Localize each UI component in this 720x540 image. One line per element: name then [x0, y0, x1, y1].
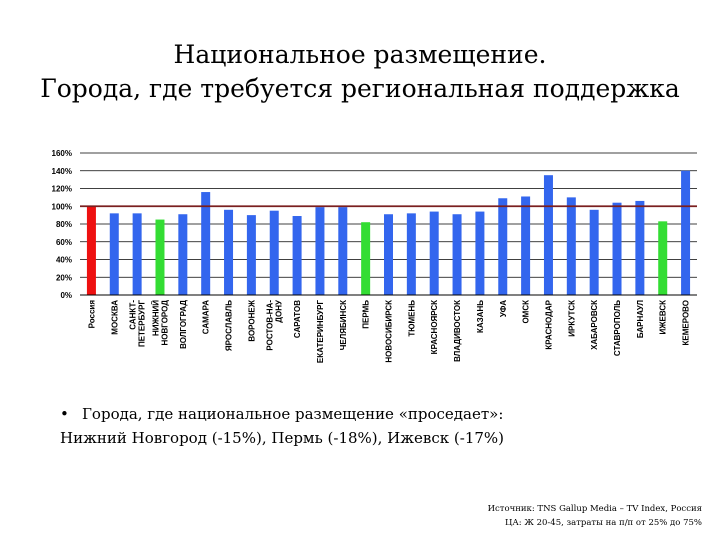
x-tick-label: ТЮМЕНЬ	[407, 300, 416, 337]
bar	[429, 211, 439, 295]
x-tick-label: ВЛАДИВОСТОК	[453, 300, 462, 362]
x-tick-label: КРАСНОДАР	[544, 299, 553, 349]
bar	[224, 209, 234, 295]
source-line-2: ЦА: Ж 20-45, затраты на п/п от 25% до 75…	[504, 518, 702, 528]
bullet-line-1-text: Города, где национальное размещение «про…	[82, 405, 504, 423]
x-tick-label: ИРКУТСК	[567, 300, 576, 337]
y-tick-label: 20%	[56, 273, 72, 282]
bar	[589, 209, 599, 295]
x-tick-label: САНКТ-	[129, 300, 138, 330]
y-tick-label: 80%	[56, 220, 72, 229]
x-tick-label: УФА	[499, 300, 508, 317]
bar	[452, 214, 462, 295]
x-tick-label: ЕКАТЕРИНБУРГ	[316, 300, 325, 364]
bar	[246, 215, 256, 295]
x-tick-label: МОСКВА	[110, 300, 119, 335]
bullet-line-1: • Города, где национальное размещение «пр…	[60, 402, 700, 426]
bar	[132, 213, 142, 295]
bar	[658, 221, 668, 295]
x-tick-label: ЯРОСЛАВЛЬ	[225, 300, 234, 351]
bar	[86, 206, 96, 295]
bar	[201, 192, 211, 295]
x-tick-label: КАЗАНЬ	[476, 300, 485, 333]
y-tick-label: 40%	[56, 256, 72, 265]
y-tick-label: 0%	[60, 291, 72, 300]
bullet-icon: •	[60, 405, 69, 423]
bar	[498, 198, 508, 295]
y-tick-label: 120%	[52, 185, 72, 194]
bar	[338, 207, 348, 295]
title-line-2: Города, где требуется региональная подде…	[40, 74, 680, 103]
x-tick-label: САРАТОВ	[293, 300, 302, 338]
bullet-text: • Города, где национальное размещение «пр…	[60, 402, 700, 450]
x-tick-label: ПЕТЕРБУРГ	[138, 300, 147, 348]
bar	[566, 197, 576, 295]
source-line-1: Источник: TNS Gallup Media – TV Index, Р…	[487, 504, 702, 514]
x-tick-label: РОСТОВ-НА-	[266, 300, 275, 351]
bar	[406, 213, 416, 295]
bar	[475, 211, 485, 295]
x-tick-label: КЕМЕРОВО	[682, 300, 691, 345]
x-tick-label: НИЖНИЙ	[151, 300, 160, 336]
bar	[681, 170, 691, 295]
slide-title: Национальное размещение. Города, где тре…	[0, 38, 720, 106]
bar	[361, 222, 371, 295]
bar	[109, 213, 119, 295]
x-tick-label: БАРНАУЛ	[636, 300, 645, 338]
y-tick-label: 100%	[52, 202, 72, 211]
bar	[178, 214, 188, 295]
y-tick-label: 160%	[52, 149, 72, 158]
x-tick-label: НОВГОРОД	[160, 300, 169, 346]
x-tick-label: Россия	[87, 300, 96, 329]
bar-chart: 0% 20% 40% 60% 80% 100% 120% 140% 160% Россия МОСК…	[52, 149, 697, 364]
source-note: Источник: TNS Gallup Media – TV Index, Р…	[488, 502, 702, 530]
x-tick-label: ИЖЕВСК	[659, 300, 668, 335]
x-tick-label: ВОЛГОГРАД	[179, 300, 188, 349]
bullet-line-2: Нижний Новгород (-15%), Пермь (-18%), Иж…	[60, 429, 505, 447]
bar	[269, 210, 279, 295]
x-tick-label: САМАРА	[202, 300, 211, 334]
x-tick-label: СТАВРОПОЛЬ	[613, 300, 622, 356]
bar	[155, 219, 165, 295]
bar	[612, 202, 622, 295]
title-line-1: Национальное размещение.	[173, 40, 547, 69]
bar	[315, 207, 325, 295]
x-tick-label: НОВОСИБИРСК	[385, 300, 394, 363]
x-tick-label: ЧЕЛЯБИНСК	[339, 300, 348, 350]
x-tick-label: ДОНУ	[275, 299, 284, 323]
bar	[543, 175, 553, 295]
bar	[635, 200, 645, 295]
y-tick-label: 140%	[52, 167, 72, 176]
x-tick-label: ПЕРМЬ	[362, 300, 371, 329]
bar	[292, 216, 302, 295]
x-tick-label: ВОРОНЕЖ	[247, 299, 256, 341]
y-tick-label: 60%	[56, 238, 72, 247]
x-tick-label: ХАБАРОВСК	[590, 300, 599, 350]
x-tick-label: ОМСК	[522, 300, 531, 324]
bar	[521, 196, 531, 295]
x-tick-label: КРАСНОЯРСК	[430, 300, 439, 354]
bar	[384, 214, 393, 295]
